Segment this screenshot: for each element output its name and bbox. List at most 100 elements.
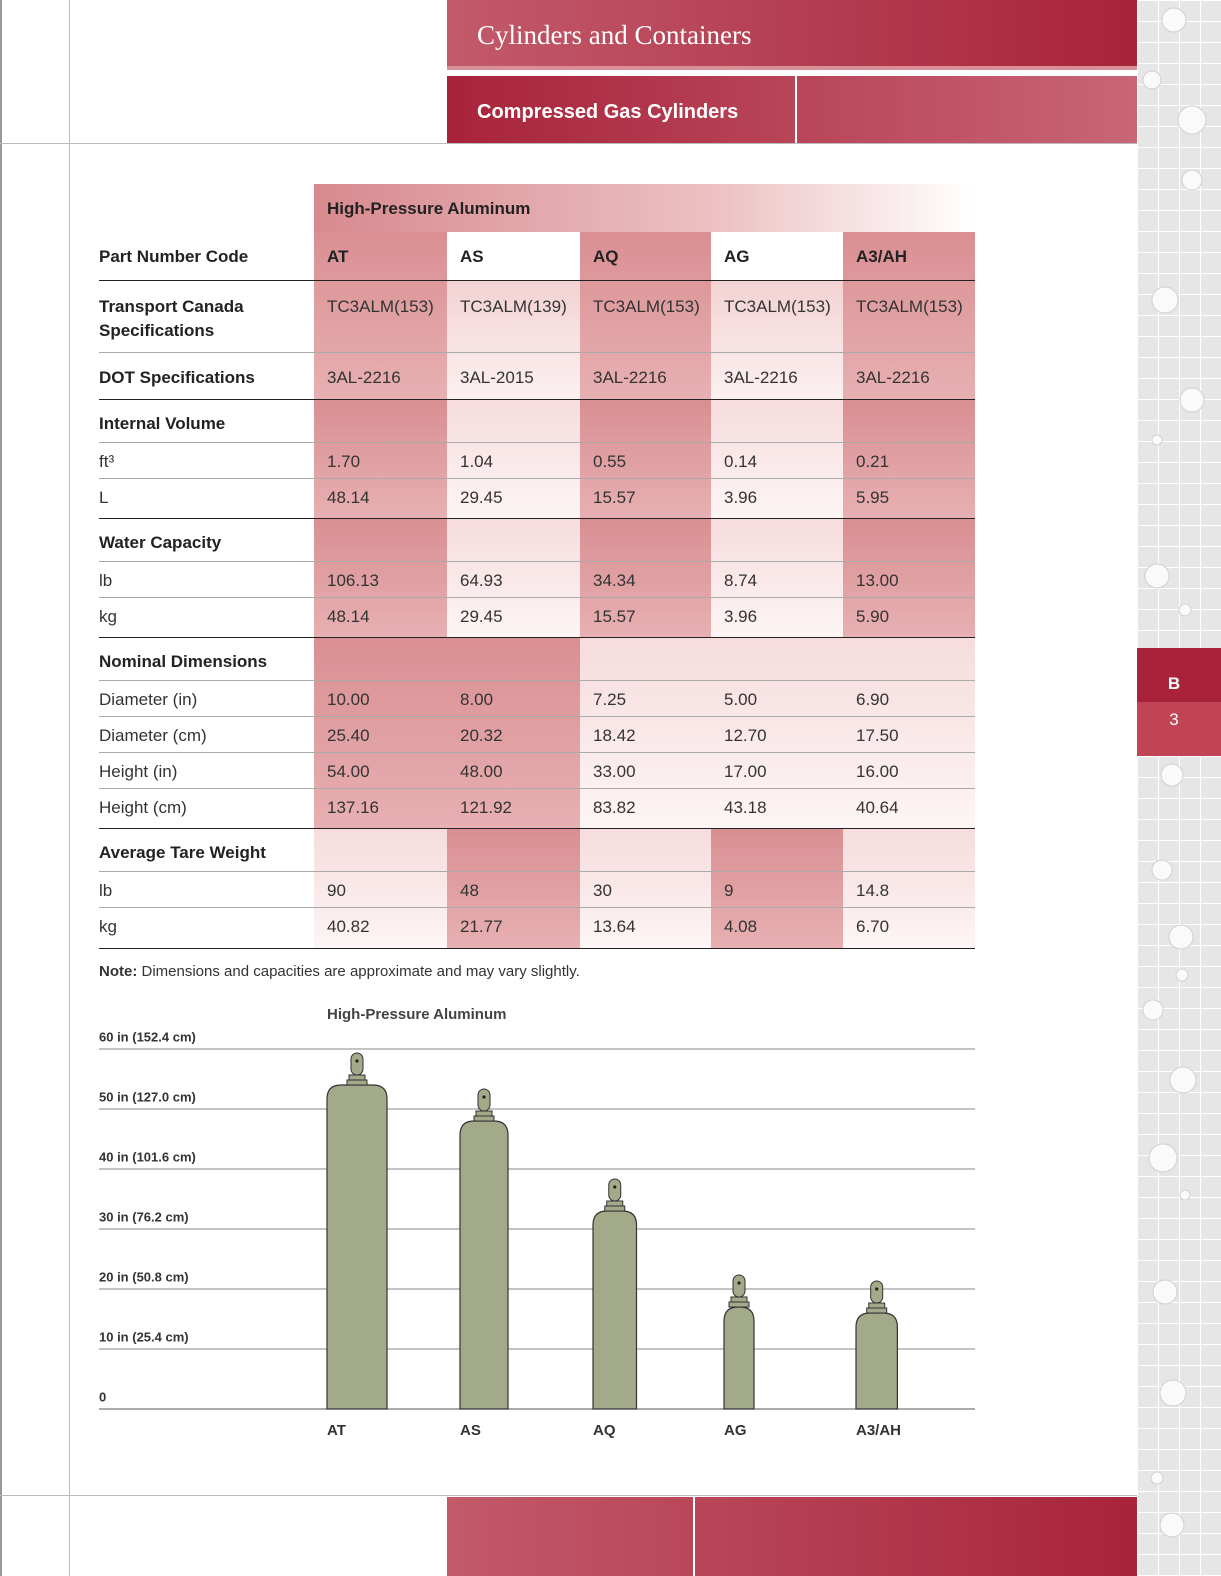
cylinder-collar <box>473 1115 495 1122</box>
column-shade <box>843 232 975 400</box>
x-tick-label: AQ <box>593 1422 616 1439</box>
column-shade <box>580 400 713 519</box>
cell-value: 3AL-2015 <box>460 368 534 387</box>
cell-value: 64.93 <box>460 571 503 590</box>
row-rule <box>99 442 975 443</box>
cell-value: 137.16 <box>327 798 379 817</box>
section-rule <box>99 280 975 281</box>
cylinder-collar <box>604 1205 626 1212</box>
cell-value: 121.92 <box>460 798 512 817</box>
row-rule <box>99 907 975 908</box>
cylinder-collar <box>868 1302 886 1309</box>
cell-value: 16.00 <box>856 762 899 781</box>
cell-value: 43.18 <box>724 798 767 817</box>
column-shade <box>580 519 713 638</box>
edge <box>0 0 2 1576</box>
column-header: AS <box>460 247 484 266</box>
row-label: L <box>99 488 109 507</box>
section-heading: Water Capacity <box>99 533 222 552</box>
column-shade <box>314 400 447 519</box>
cylinder-collar <box>606 1200 624 1207</box>
section-heading: Nominal Dimensions <box>99 652 268 671</box>
chart: High-Pressure Aluminum 0 10 in (25.4 cm) 2… <box>99 1006 975 1439</box>
row-rule <box>99 352 975 353</box>
footer-band <box>447 1497 1137 1576</box>
cell-value: 4.08 <box>724 917 758 936</box>
column-shade <box>711 829 844 948</box>
section-rule <box>99 828 975 829</box>
y-tick-label: 10 in (25.4 cm) <box>99 1329 189 1344</box>
cylinder-collar <box>730 1296 748 1303</box>
cell-value: 8.00 <box>460 690 494 709</box>
y-tick-label: 0 <box>99 1389 106 1404</box>
cell-value: 10.00 <box>327 690 370 709</box>
y-tick-label: 60 in (152.4 cm) <box>99 1029 196 1044</box>
cell-value: 0.55 <box>593 452 627 471</box>
cell-value: 13.64 <box>593 917 636 936</box>
cell-value: TC3ALM(153) <box>724 297 831 316</box>
cylinder <box>855 1312 898 1410</box>
column-shade <box>314 829 447 948</box>
column-header: AT <box>327 247 349 266</box>
row-rule <box>99 752 975 753</box>
cell-value: 1.70 <box>327 452 361 471</box>
column-shade <box>711 638 844 829</box>
section-heading: Internal Volume <box>99 414 226 433</box>
column-shade <box>447 829 580 948</box>
row-label: DOT Specifications <box>99 368 255 387</box>
section-rule <box>99 399 975 400</box>
cylinder <box>459 1120 509 1410</box>
note: Note: Dimensions and capacities are appr… <box>99 963 580 980</box>
cylinder <box>723 1306 755 1410</box>
valve-dot <box>355 1059 359 1063</box>
column-shade <box>580 232 713 400</box>
row-rule <box>99 871 975 872</box>
column-shade <box>314 638 447 829</box>
column-shade <box>580 638 713 829</box>
valve-dot <box>875 1287 879 1291</box>
tab <box>1137 648 1221 702</box>
cell-value: 48.00 <box>460 762 503 781</box>
cell-value: 21.77 <box>460 917 503 936</box>
header-band <box>447 0 1137 70</box>
row-rule <box>99 597 975 598</box>
row-label: Transport Canada Specifications <box>99 297 244 340</box>
cell-value: 7.25 <box>593 690 627 709</box>
cell-value: 15.57 <box>593 607 636 626</box>
tab-section: B <box>1167 674 1181 693</box>
divider <box>795 76 797 143</box>
cell-value: 3.96 <box>724 607 758 626</box>
header-subtitle: Compressed Gas Cylinders <box>477 101 739 123</box>
group-band <box>314 184 975 232</box>
column-shade <box>580 829 713 948</box>
cell-value: 48.14 <box>327 607 370 626</box>
tab-page: 3 <box>1169 710 1179 729</box>
row-rule <box>99 788 975 789</box>
header-title: Cylinders and Containers <box>477 20 752 50</box>
group-title: High-Pressure Aluminum <box>327 199 531 218</box>
cylinder <box>326 1084 388 1410</box>
x-tick-label: AT <box>327 1422 346 1439</box>
cell-value: 12.70 <box>724 726 767 745</box>
column-shade <box>447 519 580 638</box>
column-shade <box>447 232 580 400</box>
cell-value: 17.50 <box>856 726 899 745</box>
cell-value: 6.90 <box>856 690 890 709</box>
valve-dot <box>613 1185 617 1189</box>
y-tick-label: 50 in (127.0 cm) <box>99 1089 196 1104</box>
cell-value: 83.82 <box>593 798 636 817</box>
cell-value: TC3ALM(153) <box>327 297 434 316</box>
y-tick-label: 40 in (101.6 cm) <box>99 1149 196 1164</box>
section-rule <box>99 637 975 638</box>
cell-value: 5.00 <box>724 690 758 709</box>
y-tick-label: 20 in (50.8 cm) <box>99 1269 189 1284</box>
column-shade <box>711 400 844 519</box>
cell-value: 30 <box>593 881 612 900</box>
cell-value: 20.32 <box>460 726 503 745</box>
column-shade <box>711 232 844 400</box>
row-rule <box>99 716 975 717</box>
cell-value: 40.82 <box>327 917 370 936</box>
rule <box>0 1495 1137 1496</box>
cell-value: 14.8 <box>856 881 890 900</box>
